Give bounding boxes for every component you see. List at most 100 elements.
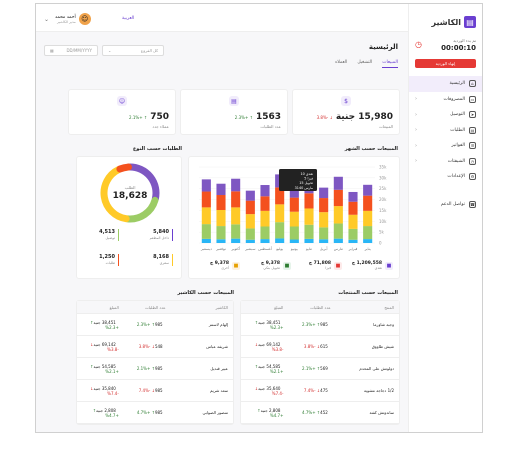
bar-segment[interactable]: [260, 226, 270, 240]
bar-segment[interactable]: [245, 214, 255, 229]
bar-segment[interactable]: [348, 239, 358, 243]
bar-segment[interactable]: [289, 239, 299, 243]
language-switch[interactable]: العربية: [122, 16, 135, 21]
sidebar-item-clock[interactable]: ◷ الشيفتات ‹: [409, 154, 482, 170]
bar-segment[interactable]: [216, 209, 226, 227]
table-row[interactable]: 1/2 دجاجة مشوية 475↓ -7.4% 35,640 جنية↓ -7…: [241, 380, 399, 402]
bar-segment[interactable]: [348, 191, 358, 202]
bar-segment[interactable]: [260, 185, 270, 197]
bar-segment[interactable]: [260, 239, 270, 243]
legend-item: ■ 9,378 ج تحويل بنكي: [261, 261, 291, 270]
bar-segment[interactable]: [275, 204, 285, 223]
bar-segment[interactable]: [304, 208, 314, 225]
bar-segment[interactable]: [333, 223, 343, 239]
tab-operations[interactable]: التشغيل: [357, 60, 373, 65]
bar-segment[interactable]: [216, 239, 226, 243]
delivery-icon: ➤: [469, 111, 476, 119]
bar-segment[interactable]: [319, 227, 329, 240]
bar-segment[interactable]: [289, 197, 299, 212]
bar-segment[interactable]: [319, 198, 329, 213]
bar-segment[interactable]: [201, 207, 211, 225]
bar-segment[interactable]: [231, 238, 241, 243]
branch-filter[interactable]: كل الفروع ⌄: [102, 45, 164, 56]
sidebar-item-home[interactable]: ⌂ الرئيسية: [409, 76, 482, 92]
bar-segment[interactable]: [201, 238, 211, 243]
table-row[interactable]: شريفة عباس 548↓ -3.8% 69,142 جنية↓ -3.8%: [77, 336, 233, 358]
bar-segment[interactable]: [363, 239, 373, 243]
bar-segment[interactable]: [231, 207, 241, 225]
bar-segment[interactable]: [260, 210, 270, 227]
x-tick-label: نوفمبر: [215, 247, 226, 251]
sidebar-item-delivery[interactable]: ➤ التوصيل ‹: [409, 107, 482, 123]
table-row[interactable]: منصور الصوابي 985↑ +4.7% 2,808 جنية↑ +4.7%: [77, 402, 233, 424]
bar-segment[interactable]: [201, 191, 211, 208]
bar-segment[interactable]: [201, 179, 211, 192]
table-row[interactable]: عبير قنديل 985↑ +2.1% 54,585 جنية↑ +2.1%: [77, 358, 233, 380]
table-row[interactable]: دولوتش على المحدم 569↑ +2.1% 54,585 جنية↑ …: [241, 358, 399, 380]
bar-segment[interactable]: [231, 224, 241, 239]
date-filter[interactable]: DD/MM/YYYY ▦: [44, 45, 98, 56]
bar-segment[interactable]: [333, 176, 343, 190]
sidebar-item-wallet[interactable]: ▭ المصروفات ‹: [409, 92, 482, 108]
end-shift-button[interactable]: إنهاء الوردية: [415, 59, 476, 68]
bar-segment[interactable]: [304, 224, 314, 239]
bar-segment[interactable]: [275, 222, 285, 239]
sidebar-item-gear[interactable]: ⚙ الإعدادات: [409, 169, 482, 185]
bar-segment[interactable]: [348, 228, 358, 240]
donut-slice[interactable]: [116, 163, 132, 173]
bar-segment[interactable]: [363, 226, 373, 240]
bar-segment[interactable]: [216, 195, 226, 210]
donut-slice[interactable]: [124, 196, 159, 223]
sidebar-item-orders[interactable]: ▤ الطلبات ‹: [409, 123, 482, 139]
sidebar-item-support[interactable]: ☎ تواصل الدعم: [409, 197, 482, 213]
tab-sales[interactable]: المبيعات: [382, 60, 398, 68]
cell-value: 985: [320, 322, 328, 327]
bar-segment[interactable]: [245, 228, 255, 240]
x-tick-label: يناير: [364, 247, 371, 251]
bar-segment[interactable]: [333, 206, 343, 224]
bar-segment[interactable]: [245, 190, 255, 201]
sidebar-item-invoice[interactable]: ☰ الفواتير ‹: [409, 138, 482, 154]
tab-customers[interactable]: العملاء: [335, 60, 348, 65]
bar-segment[interactable]: [216, 226, 226, 240]
bar-segment[interactable]: [348, 201, 358, 215]
bar-segment[interactable]: [275, 187, 285, 205]
bar-segment[interactable]: [245, 239, 255, 243]
table-row[interactable]: وجبة شاورما 985↑ +2.3% 38,451 جنية↑ +2.3%: [241, 314, 399, 336]
sidebar-item-label: الفواتير: [451, 143, 465, 149]
bar-segment[interactable]: [289, 211, 299, 227]
bar-segment[interactable]: [319, 187, 329, 199]
bar-segment[interactable]: [275, 238, 285, 243]
table-row[interactable]: ساندوتش كفتة 452↑ +4.7% 2,808 جنية↑ +4.7%: [241, 402, 399, 424]
bar-segment[interactable]: [319, 239, 329, 243]
table-row[interactable]: شيش طاووق 615↓ -3.8% 69,142 جنية↓ -3.8%: [241, 336, 399, 358]
user-menu[interactable]: ☺ أحمد محمد مدير الكاشير ⌄: [44, 13, 91, 25]
bar-segment[interactable]: [231, 191, 241, 208]
bar-segment[interactable]: [289, 186, 299, 198]
bar-segment[interactable]: [363, 195, 373, 211]
sidebar: ▤ الكاشير تم بدء الوردية 00:00:10 ◷ إنها…: [408, 4, 482, 432]
bar-segment[interactable]: [348, 214, 358, 229]
bar-segment[interactable]: [216, 183, 226, 196]
bar-segment[interactable]: [333, 189, 343, 207]
bar-segment[interactable]: [363, 210, 373, 227]
donut-slice[interactable]: [126, 163, 160, 203]
cell-value: 69,142 جنية: [258, 341, 281, 347]
row-name: سعد شريم: [210, 388, 228, 393]
bar-segment[interactable]: [363, 184, 373, 196]
bar-segment[interactable]: [304, 238, 314, 243]
bar-segment[interactable]: [304, 193, 314, 209]
bar-segment[interactable]: [245, 200, 255, 215]
bar-segment[interactable]: [319, 212, 329, 228]
y-tick-label: 20k: [379, 197, 387, 202]
cashier-sales-title: المبيعات حسب الكاشير: [177, 290, 234, 296]
bar-segment[interactable]: [260, 196, 270, 211]
shift-timer: 00:00:10: [441, 44, 476, 52]
bar-segment[interactable]: [231, 178, 241, 192]
bar-segment[interactable]: [289, 226, 299, 240]
bar-segment[interactable]: [201, 224, 211, 239]
bar-segment[interactable]: [333, 238, 343, 243]
table-row[interactable]: سعد شريم 985↓ -7.4% 35,840 جنية↓ -7.4%: [77, 380, 233, 402]
donut-slice[interactable]: [100, 166, 130, 223]
table-row[interactable]: إلهام لاسمز 985↑ +2.3% 38,451 جنية↑ +2.3%: [77, 314, 233, 336]
